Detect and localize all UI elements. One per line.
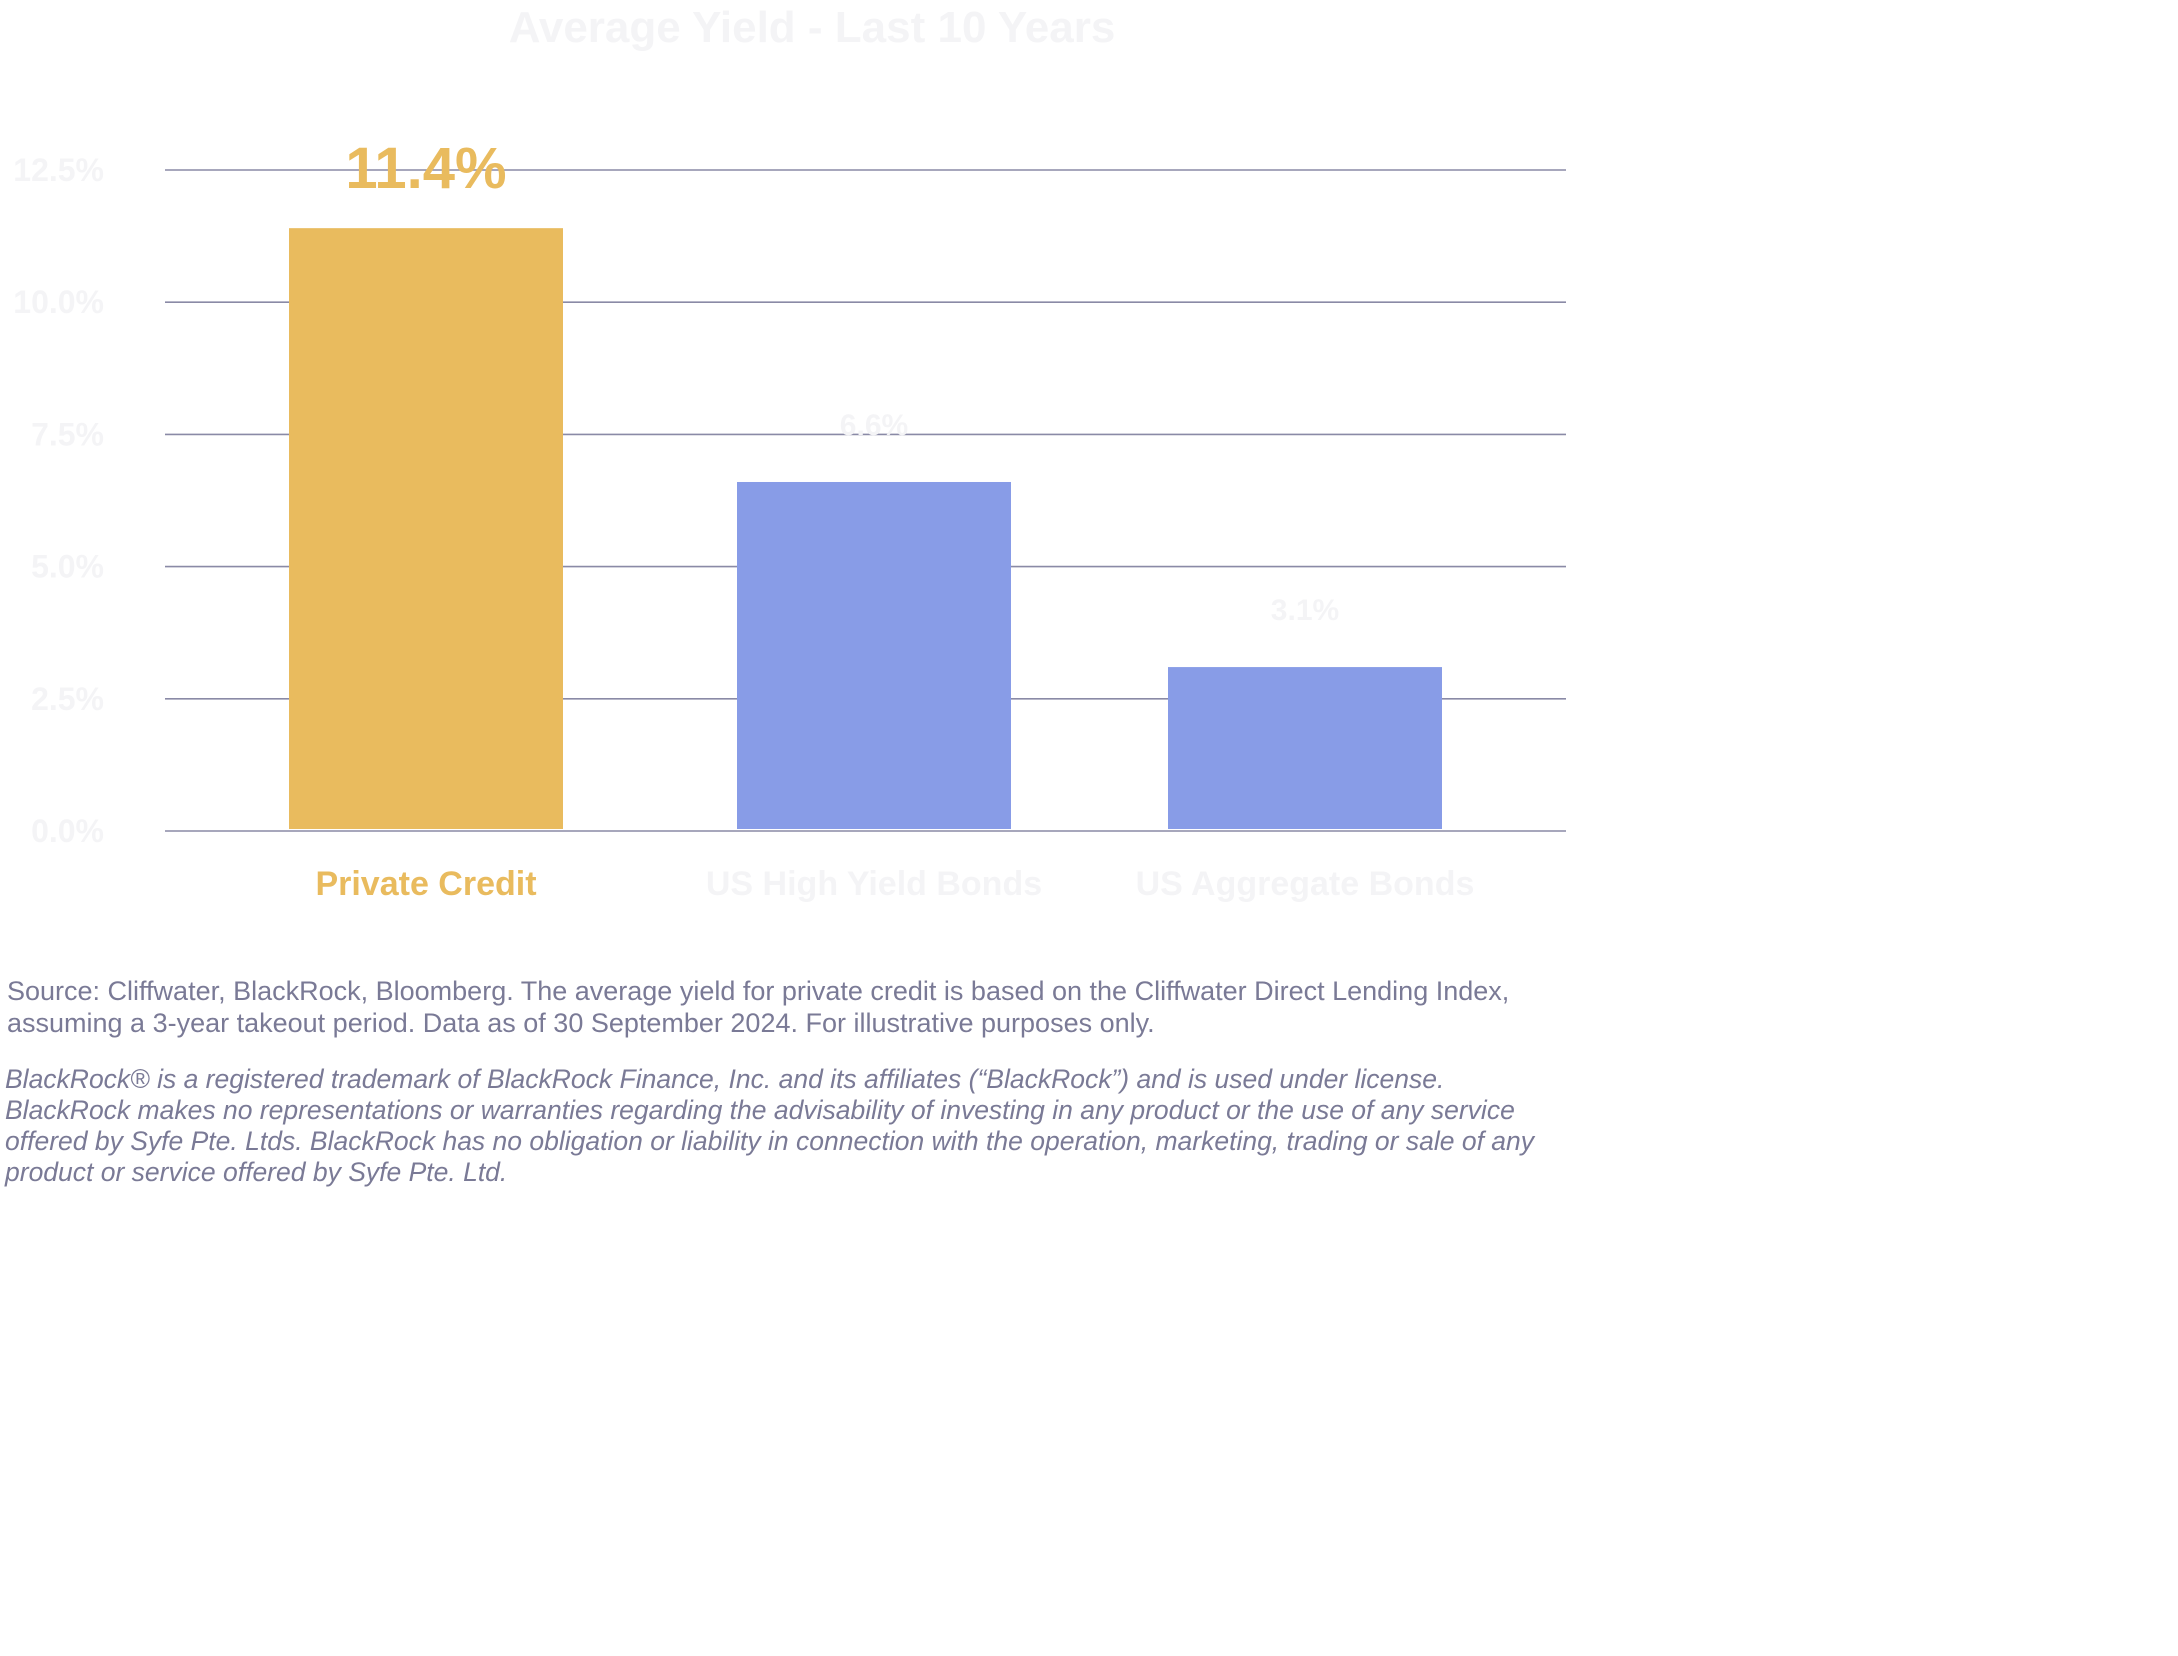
chart-title: Average Yield - Last 10 Years [509,3,1116,52]
category-label: US Aggregate Bonds [1136,865,1475,903]
y-tick-label: 10.0% [13,284,104,320]
bar [737,481,1011,829]
bars [289,228,1442,830]
y-tick-label: 0.0% [31,813,104,849]
y-tick-label: 12.5% [13,152,104,188]
y-tick-label: 7.5% [31,416,104,452]
category-label: US High Yield Bonds [706,865,1042,903]
bar-value-label: 3.1% [1271,594,1339,627]
x-axis-category-labels: Private Credit US High Yield Bonds US Aggr… [315,865,1474,903]
category-label: Private Credit [315,865,536,903]
bar-value-label: 6.6% [840,409,908,442]
source-note: Source: Cliffwater, BlackRock, Bloomberg… [7,976,1510,1038]
disclaimer-text: BlackRock® is a registered trademark of … [5,1064,1535,1187]
y-tick-label: 2.5% [31,681,104,717]
y-tick-label: 5.0% [31,549,104,585]
bar-value-labels: 11.4% 6.6% 3.1% [345,136,1339,627]
bar [289,228,563,830]
bar-value-label: 11.4% [345,136,506,201]
bar-chart: Average Yield - Last 10 Years 0.0% 2.5% 5.… [13,3,1566,903]
bar [1168,667,1442,829]
y-axis-tick-labels: 0.0% 2.5% 5.0% 7.5% 10.0% 12.5% [13,152,104,849]
